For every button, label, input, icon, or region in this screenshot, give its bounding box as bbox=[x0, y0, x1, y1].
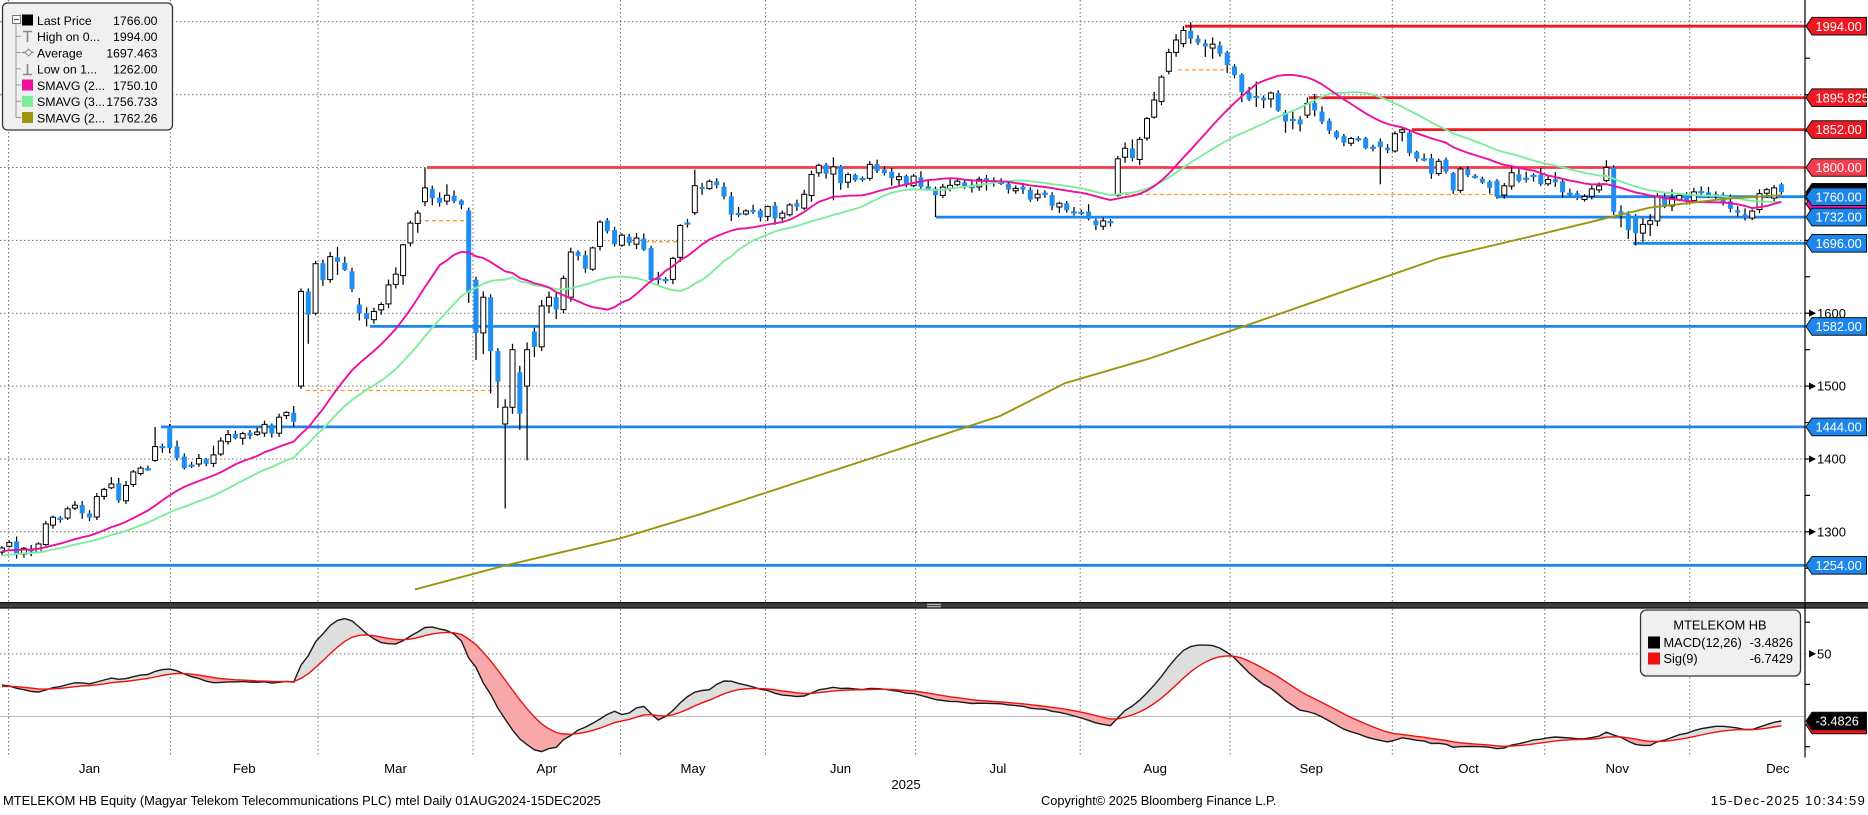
svg-text:MTELEKOM HB Equity (Magyar Tel: MTELEKOM HB Equity (Magyar Telekom Telec… bbox=[3, 793, 601, 808]
svg-text:Sig(9): Sig(9) bbox=[1664, 651, 1698, 666]
svg-text:Mar: Mar bbox=[384, 761, 407, 776]
svg-text:1800.00: 1800.00 bbox=[1816, 160, 1862, 175]
svg-text:Jun: Jun bbox=[830, 761, 851, 776]
svg-text:1582.00: 1582.00 bbox=[1816, 319, 1862, 334]
svg-text:Sep: Sep bbox=[1299, 761, 1322, 776]
svg-text:1895.825: 1895.825 bbox=[1816, 90, 1868, 105]
svg-text:1766.00: 1766.00 bbox=[113, 14, 158, 28]
svg-text:Apr: Apr bbox=[537, 761, 558, 776]
svg-text:Aug: Aug bbox=[1143, 761, 1166, 776]
svg-text:Low on 1...: Low on 1... bbox=[37, 63, 97, 77]
svg-text:1994.00: 1994.00 bbox=[1816, 19, 1862, 34]
svg-text:MACD(12,26): MACD(12,26) bbox=[1664, 635, 1742, 650]
svg-text:1254.00: 1254.00 bbox=[1816, 558, 1862, 573]
svg-text:May: May bbox=[681, 761, 706, 776]
svg-text:1760.00: 1760.00 bbox=[1816, 189, 1862, 204]
svg-text:Feb: Feb bbox=[233, 761, 256, 776]
svg-text:-3.4826: -3.4826 bbox=[1816, 714, 1859, 729]
svg-text:Last Price: Last Price bbox=[37, 14, 92, 28]
svg-text:1500: 1500 bbox=[1817, 379, 1846, 394]
svg-text:1262.00: 1262.00 bbox=[113, 63, 158, 77]
svg-text:50: 50 bbox=[1817, 647, 1831, 662]
svg-text:1762.26: 1762.26 bbox=[113, 111, 158, 125]
svg-text:1444.00: 1444.00 bbox=[1816, 420, 1862, 435]
svg-text:1852.00: 1852.00 bbox=[1816, 122, 1862, 137]
svg-text:SMAVG (2...: SMAVG (2... bbox=[37, 111, 105, 125]
svg-text:1732.00: 1732.00 bbox=[1816, 210, 1862, 225]
svg-text:SMAVG (2...: SMAVG (2... bbox=[37, 79, 105, 93]
svg-text:Oct: Oct bbox=[1458, 761, 1479, 776]
svg-text:1994.00: 1994.00 bbox=[113, 30, 158, 44]
svg-text:Average: Average bbox=[37, 46, 83, 60]
svg-text:High on 0...: High on 0... bbox=[37, 30, 100, 44]
svg-text:Jan: Jan bbox=[79, 761, 100, 776]
svg-text:1300: 1300 bbox=[1817, 524, 1846, 539]
svg-text:15-Dec-2025 10:34:59: 15-Dec-2025 10:34:59 bbox=[1711, 793, 1866, 808]
svg-text:1697.463: 1697.463 bbox=[106, 46, 157, 60]
svg-text:Nov: Nov bbox=[1605, 761, 1629, 776]
svg-text:-6.7429: -6.7429 bbox=[1750, 651, 1793, 666]
svg-text:MTELEKOM HB: MTELEKOM HB bbox=[1673, 618, 1766, 633]
svg-text:1750.10: 1750.10 bbox=[113, 79, 158, 93]
svg-text:1400: 1400 bbox=[1817, 452, 1846, 467]
svg-text:-3.4826: -3.4826 bbox=[1750, 635, 1793, 650]
svg-text:Copyright© 2025 Bloomberg Fina: Copyright© 2025 Bloomberg Finance L.P. bbox=[1041, 793, 1276, 808]
svg-text:Jul: Jul bbox=[989, 761, 1006, 776]
svg-text:2025: 2025 bbox=[891, 777, 920, 792]
svg-text:Dec: Dec bbox=[1766, 761, 1790, 776]
svg-text:1756.733: 1756.733 bbox=[106, 95, 157, 109]
svg-text:1696.00: 1696.00 bbox=[1816, 236, 1862, 251]
svg-text:SMAVG (3...: SMAVG (3... bbox=[37, 95, 105, 109]
